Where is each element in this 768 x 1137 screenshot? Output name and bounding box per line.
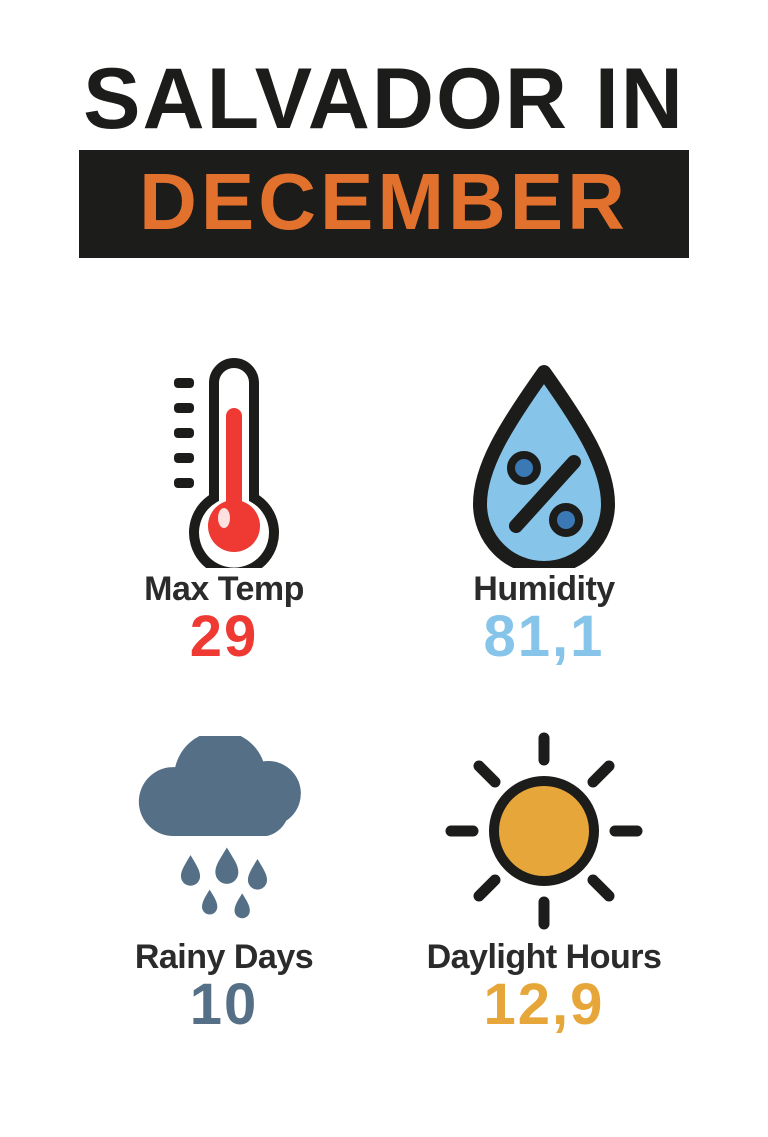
sun-icon [434,726,654,936]
value-max-temp: 29 [190,608,259,666]
label-rainy-days: Rainy Days [135,940,313,974]
thermometer-icon [114,358,334,568]
title-line2: DECEMBER [139,157,629,246]
card-max-temp: Max Temp 29 [84,358,364,666]
label-max-temp: Max Temp [144,572,304,606]
title-box: DECEMBER [79,150,689,258]
humidity-drop-icon [434,358,654,568]
card-rainy-days: Rainy Days 10 [84,726,364,1034]
value-daylight: 12,9 [484,976,605,1034]
title-block: SALVADOR IN DECEMBER [48,56,720,258]
infographic-container: SALVADOR IN DECEMBER [0,0,768,1137]
metrics-grid: Max Temp 29 Humidity 81,1 [48,358,720,1034]
card-humidity: Humidity 81,1 [404,358,684,666]
card-daylight: Daylight Hours 12,9 [404,726,684,1034]
label-humidity: Humidity [473,572,614,606]
value-rainy-days: 10 [190,976,259,1034]
value-humidity: 81,1 [484,608,605,666]
label-daylight: Daylight Hours [427,940,662,974]
title-line1: SALVADOR IN [48,56,720,142]
rain-cloud-icon [114,726,334,936]
